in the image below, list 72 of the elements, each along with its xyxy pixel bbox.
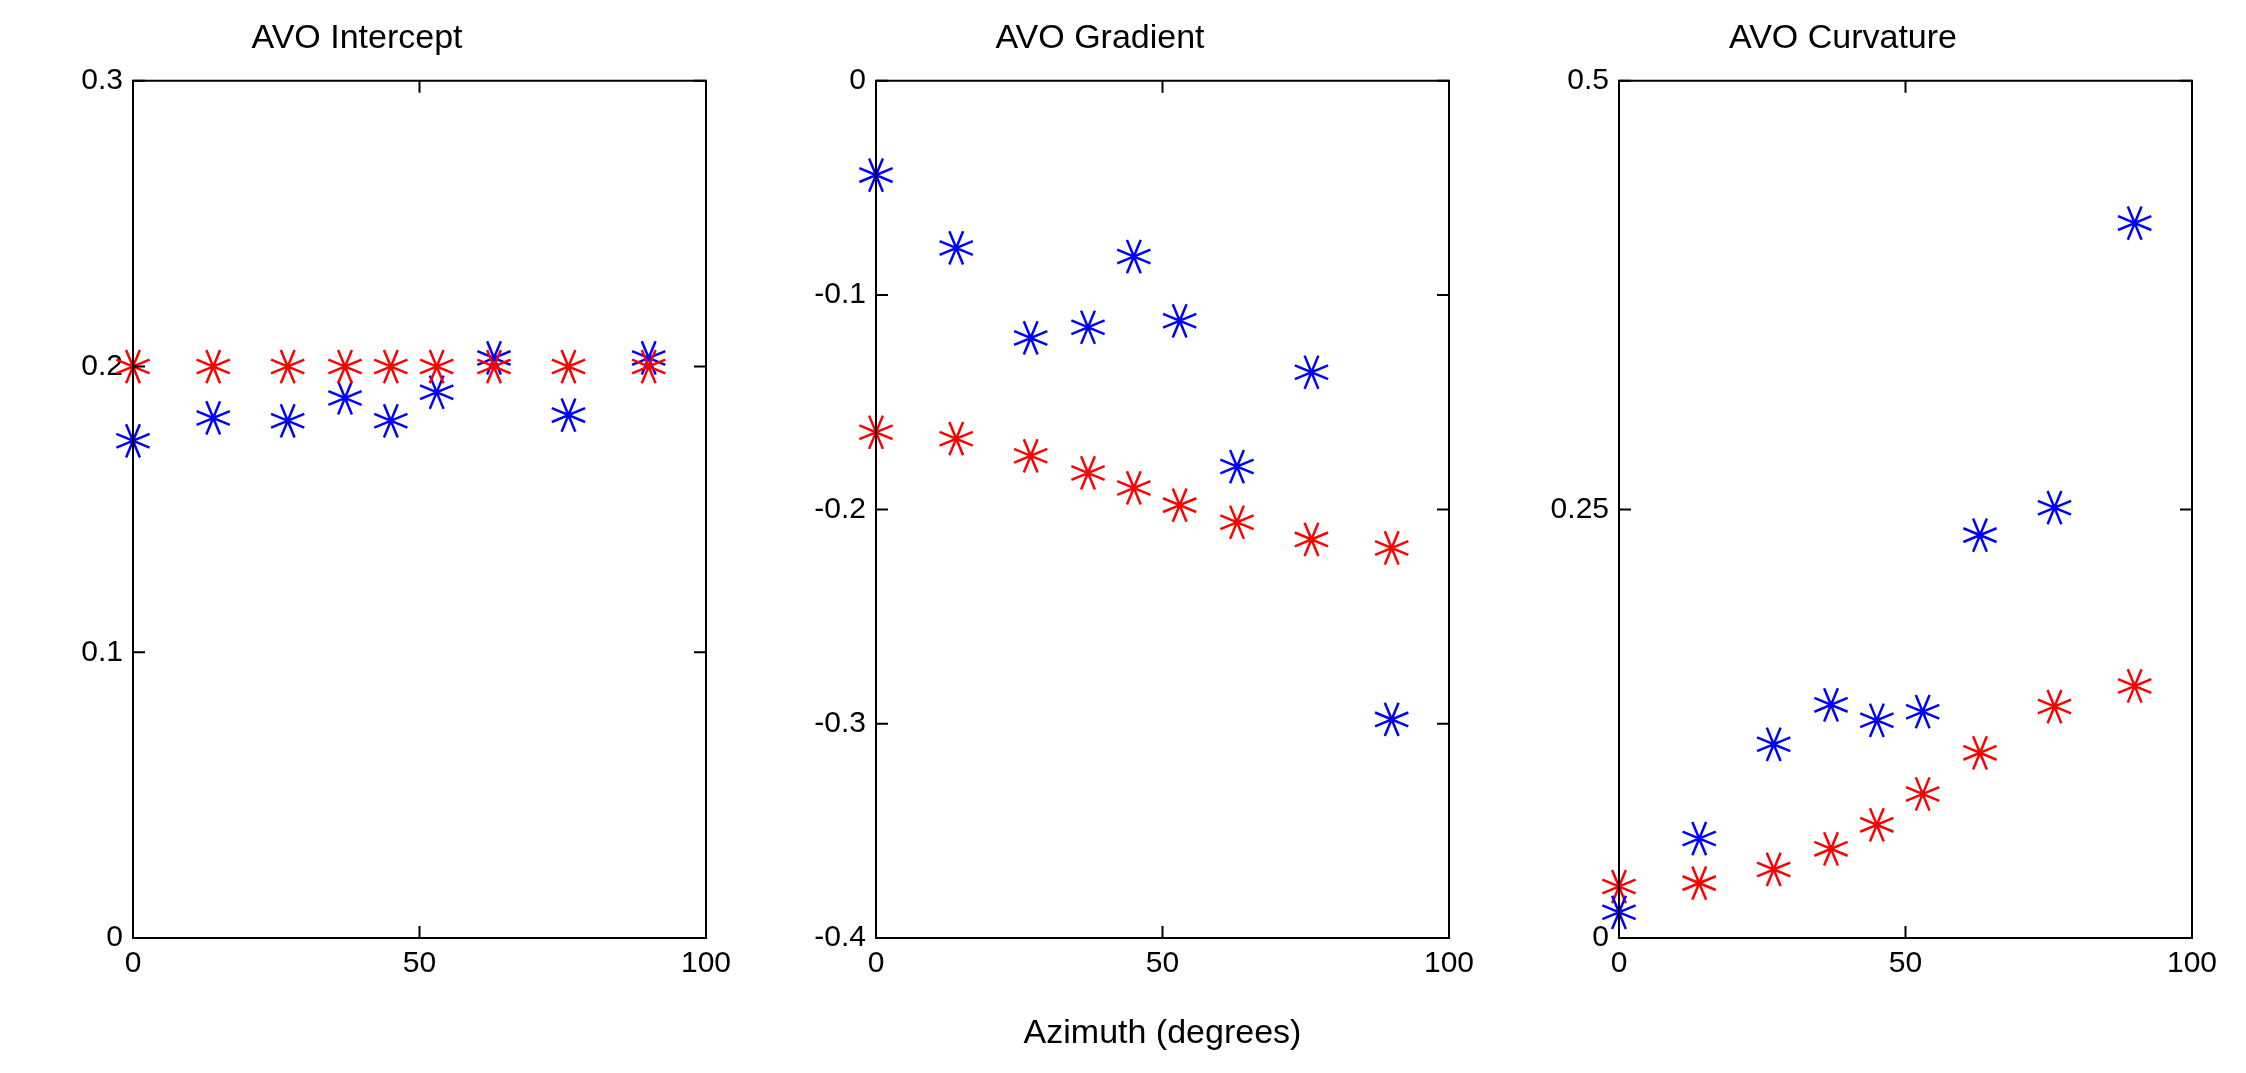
- chart-title: AVO Gradient: [995, 16, 1206, 55]
- y-tick-label: 0: [849, 62, 866, 96]
- point: [1962, 517, 1998, 553]
- point: [938, 420, 975, 457]
- y-tick-label: 0.25: [1550, 490, 1609, 524]
- y-tick-label: 0: [106, 919, 123, 953]
- point: [858, 157, 894, 193]
- point: [1070, 309, 1106, 346]
- point: [858, 414, 894, 451]
- point: [1681, 820, 1718, 857]
- point: [1904, 776, 1941, 812]
- point: [1115, 470, 1152, 506]
- point: [195, 400, 232, 436]
- point: [1681, 865, 1718, 902]
- point: [1012, 437, 1049, 474]
- point: [1813, 686, 1849, 723]
- point: [269, 348, 306, 385]
- x-tick-label: 50: [1145, 945, 1180, 979]
- point: [2116, 205, 2153, 241]
- point: [1293, 521, 1330, 558]
- point: [2036, 489, 2073, 526]
- x-tick-label: 50: [1888, 945, 1923, 979]
- point: [2036, 688, 2073, 725]
- y-tick-label: 0: [1592, 919, 1609, 953]
- y-tick-label: -0.3: [814, 704, 866, 738]
- point: [630, 348, 667, 385]
- point: [1601, 868, 1637, 905]
- x-tick-label: 100: [680, 945, 732, 979]
- point: [1219, 448, 1255, 485]
- point: [1373, 701, 1410, 738]
- point: [2116, 668, 2153, 704]
- point: [327, 348, 363, 385]
- point: [1373, 530, 1410, 566]
- point: [372, 402, 409, 439]
- point: [1161, 302, 1198, 339]
- point: [1161, 487, 1198, 523]
- y-tick-label: 0.1: [81, 633, 123, 667]
- point: [1293, 354, 1330, 391]
- point: [1755, 851, 1792, 888]
- point: [550, 397, 587, 433]
- point: [269, 402, 306, 439]
- x-axis-title: Azimuth (degrees): [1023, 1011, 1302, 1050]
- point: [476, 348, 512, 385]
- x-tick-label: 50: [402, 945, 437, 979]
- x-tick-label: 100: [1423, 945, 1475, 979]
- point: [418, 348, 455, 385]
- point: [938, 230, 975, 266]
- point: [1858, 702, 1895, 739]
- point: [327, 380, 363, 416]
- point: [1070, 455, 1106, 491]
- chart-title: AVO Intercept: [251, 16, 464, 55]
- point: [1755, 726, 1792, 763]
- point: [1219, 504, 1255, 541]
- point: [1012, 320, 1049, 356]
- point: [372, 348, 409, 385]
- point: [1904, 693, 1941, 730]
- point: [550, 348, 587, 385]
- point: [1858, 806, 1895, 843]
- y-tick-label: 0.2: [81, 347, 123, 381]
- chart-title: AVO Curvature: [1728, 16, 1958, 55]
- point: [1813, 830, 1849, 867]
- y-tick-label: -0.4: [814, 919, 866, 953]
- y-tick-label: -0.1: [814, 276, 866, 310]
- point: [1962, 734, 1998, 771]
- x-tick-label: 100: [2166, 945, 2218, 979]
- point: [1115, 238, 1152, 275]
- y-tick-label: 0.5: [1567, 62, 1609, 96]
- point: [115, 422, 151, 459]
- point: [418, 374, 455, 411]
- point: [195, 348, 232, 385]
- y-tick-label: -0.2: [814, 490, 866, 524]
- y-tick-label: 0.3: [81, 62, 123, 96]
